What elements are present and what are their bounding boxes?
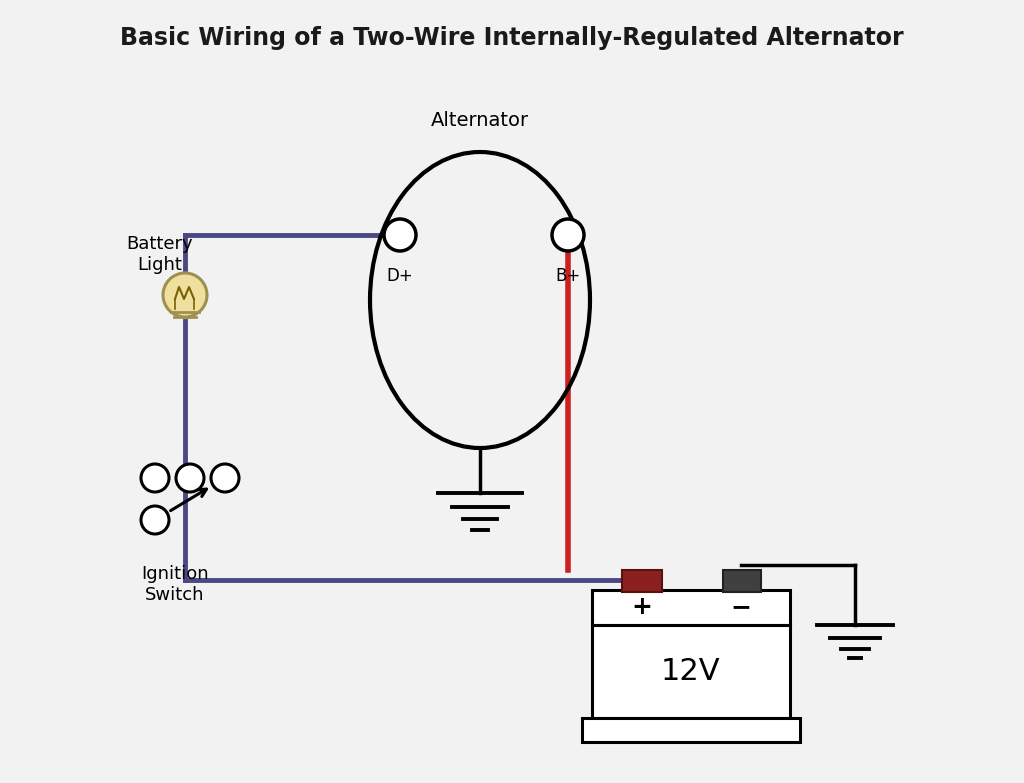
Text: Battery
Light: Battery Light	[127, 235, 194, 274]
Text: Alternator: Alternator	[431, 111, 529, 130]
Text: Ignition
Switch: Ignition Switch	[141, 565, 209, 604]
Text: −: −	[730, 596, 751, 619]
Circle shape	[384, 219, 416, 251]
Circle shape	[141, 506, 169, 534]
Circle shape	[163, 273, 207, 317]
Text: B+: B+	[555, 267, 581, 285]
Circle shape	[176, 464, 204, 492]
Bar	[592, 625, 790, 718]
Circle shape	[211, 464, 239, 492]
Text: 12V: 12V	[662, 657, 721, 686]
Text: Basic Wiring of a Two-Wire Internally-Regulated Alternator: Basic Wiring of a Two-Wire Internally-Re…	[120, 26, 904, 50]
Bar	[723, 570, 761, 592]
Circle shape	[141, 464, 169, 492]
Bar	[582, 718, 800, 742]
Text: D+: D+	[387, 267, 414, 285]
Bar	[622, 570, 662, 592]
Text: +: +	[631, 596, 652, 619]
Circle shape	[552, 219, 584, 251]
Bar	[592, 590, 790, 625]
